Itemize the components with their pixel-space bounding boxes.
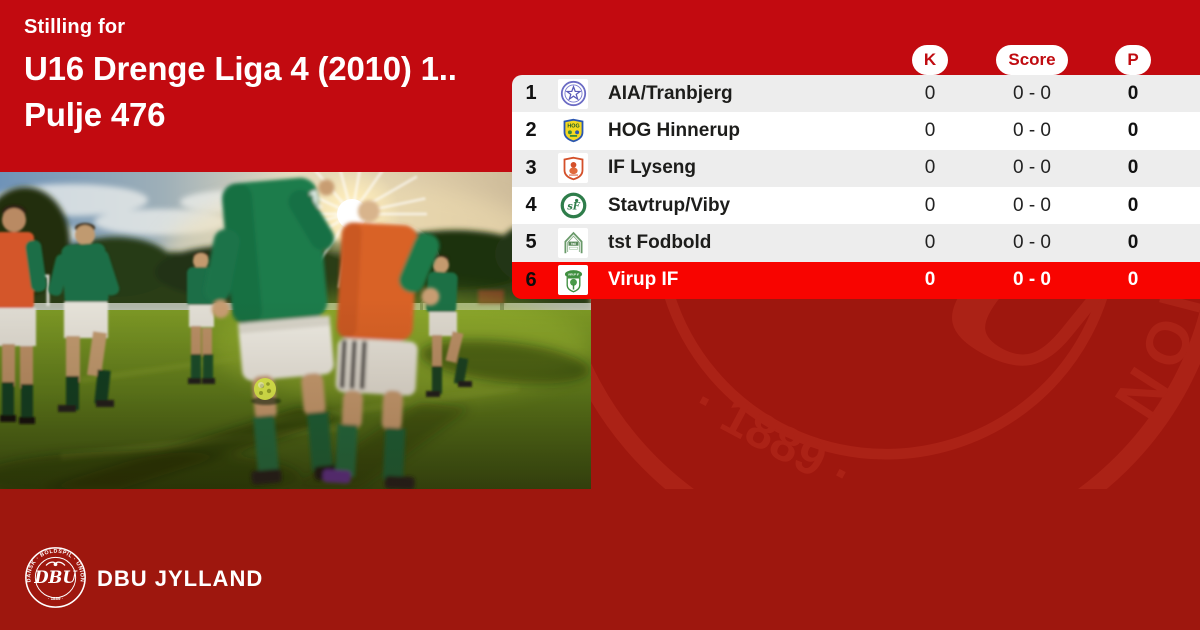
watermark-year: · 1889 · (685, 373, 862, 489)
club-name: AIA/Tranbjerg (608, 82, 733, 104)
column-header-p: P (1115, 45, 1151, 75)
column-header-row: K Score P (512, 45, 1200, 75)
svg-text:sF: sF (567, 202, 581, 213)
column-header-k: K (911, 45, 949, 75)
svg-text:tst: tst (571, 242, 576, 246)
score-cell: 0 - 0 (1012, 231, 1052, 253)
matches-cell: 0 (924, 231, 936, 253)
title-line-1: U16 Drenge Liga 4 (2010) 1.. (24, 50, 457, 87)
club-logo-stavtrup-viby-icon: sF (558, 190, 588, 221)
page-title: U16 Drenge Liga 4 (2010) 1.. Pulje 476 (24, 46, 457, 138)
table-row: 2 HOG HOG Hinnerup 0 0 - 0 0 (512, 112, 1200, 150)
score-cell: 0 - 0 (1012, 119, 1052, 141)
matches-cell: 0 (924, 194, 936, 216)
score-cell: 0 - 0 (1012, 157, 1052, 179)
table-body: 1 AIA/Tranbjerg 0 0 - 0 0 2 (512, 75, 1200, 299)
table-row-highlighted: 6 VIRUP IF Virup IF 0 0 - 0 0 (512, 261, 1200, 299)
matches-cell: 0 (924, 269, 936, 291)
match-photo: 11 (0, 172, 591, 489)
matches-cell: 0 (924, 119, 936, 141)
club-logo-tst-fodbold-icon: tst (558, 227, 588, 258)
club-name: tst Fodbold (608, 231, 712, 253)
brand-wordmark: DBU JYLLAND (97, 566, 264, 591)
table-row: 1 AIA/Tranbjerg 0 0 - 0 0 (512, 75, 1200, 113)
club-logo-virup-if-icon: VIRUP IF (558, 265, 588, 296)
points-cell: 0 (1127, 194, 1139, 216)
matches-cell: 0 (924, 82, 936, 104)
position-cell: 3 (525, 156, 537, 179)
club-logo-aia-tranbjerg-icon (558, 78, 588, 109)
matches-cell: 0 (924, 157, 936, 179)
column-header-score: Score (996, 45, 1068, 75)
points-cell: 0 (1127, 119, 1139, 141)
svg-text:HOG: HOG (567, 124, 579, 130)
dbu-crest-logo-icon: DANSK · BOLDSPIL · UNION DBU · 1889 · (25, 547, 86, 608)
table-row: 3 IF Lyseng 0 0 - 0 0 (512, 149, 1200, 187)
position-cell: 6 (525, 268, 537, 291)
eyebrow-text: Stilling for (24, 16, 126, 38)
club-logo-hog-hinnerup-icon: HOG (558, 115, 588, 146)
points-cell: 0 (1127, 157, 1139, 179)
table-row: 5 tst tst Fodbold 0 0 - 0 0 (512, 224, 1200, 262)
card-header: Stilling for U16 Drenge Liga 4 (2010) 1.… (24, 16, 457, 138)
points-cell: 0 (1127, 269, 1139, 291)
position-cell: 2 (525, 119, 537, 142)
standings-table: K Score P 1 AIA/Tranbjerg 0 0 - 0 0 (512, 45, 1200, 299)
club-name: Stavtrup/Viby (608, 194, 731, 216)
title-line-2: Pulje 476 (24, 96, 166, 133)
position-cell: 5 (525, 231, 537, 254)
club-name: HOG Hinnerup (608, 119, 740, 141)
club-logo-if-lyseng-icon (558, 153, 588, 184)
svg-text:VIRUP IF: VIRUP IF (567, 272, 579, 276)
position-cell: 4 (525, 194, 537, 217)
table-row: 4 sF Stavtrup/Viby 0 0 - 0 0 (512, 186, 1200, 225)
crest-year: · 1889 · (48, 596, 63, 601)
club-name: Virup IF (608, 269, 679, 291)
points-cell: 0 (1127, 82, 1139, 104)
points-cell: 0 (1127, 231, 1139, 253)
position-cell: 1 (525, 82, 537, 105)
crest-monogram: DBU (33, 568, 78, 587)
club-name: IF Lyseng (608, 157, 696, 179)
score-cell: 0 - 0 (1012, 82, 1052, 104)
score-cell: 0 - 0 (1012, 269, 1052, 291)
score-cell: 0 - 0 (1012, 194, 1052, 216)
